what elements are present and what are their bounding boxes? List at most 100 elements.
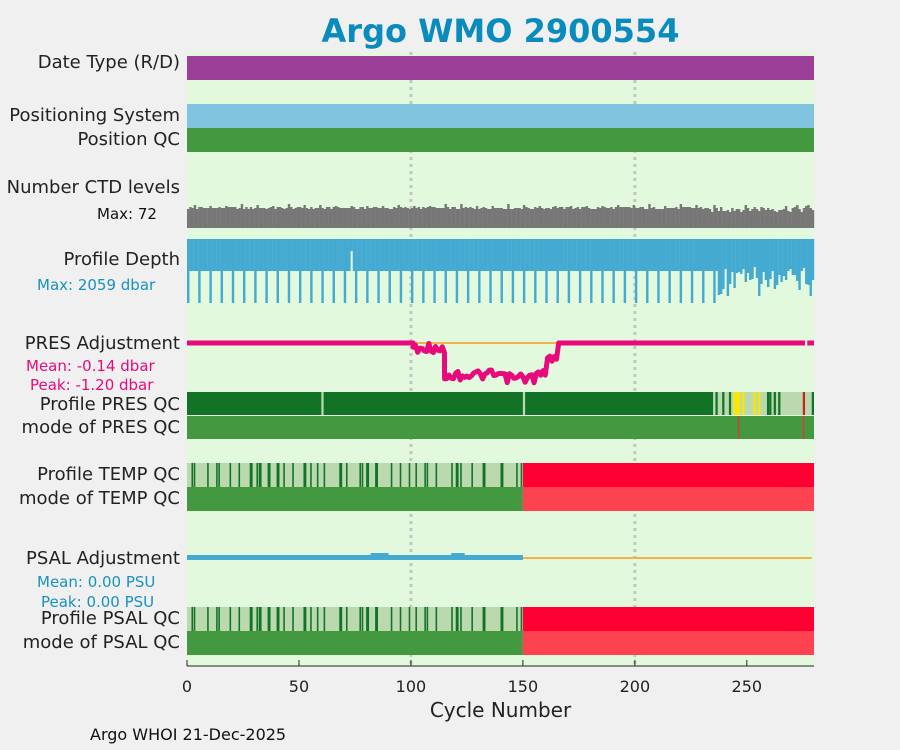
ctd-level-bar (527, 208, 530, 228)
profile-psal-qc-flag (399, 607, 402, 631)
ctd-level-bar (675, 207, 678, 228)
ctd-level-bar (328, 207, 331, 228)
ctd-level-bar (569, 206, 573, 228)
ctd-level-bar (406, 208, 409, 228)
profile-depth-bar (200, 239, 203, 271)
psal-adjustment-line (451, 553, 465, 556)
profile-depth-bar (538, 239, 542, 271)
ctd-level-bar (321, 208, 324, 228)
profile-depth-bar (802, 239, 806, 259)
profile-temp-qc-flag (516, 463, 518, 487)
ctd-level-bar (518, 208, 521, 228)
profile-temp-qc-flag (303, 463, 307, 487)
profile-temp-qc-flag (323, 463, 326, 487)
ctd-level-bar (247, 209, 250, 228)
profile-depth-bar (590, 239, 593, 303)
profile-depth-bar (574, 239, 577, 271)
ctd-level-bar (415, 208, 418, 228)
profile-temp-qc-flag (361, 463, 364, 487)
ctd-level-bar (285, 208, 288, 228)
ctd-level-bar (444, 204, 447, 228)
ctd-level-bar (330, 209, 333, 228)
profile-depth-bar (269, 239, 273, 271)
ctd-level-bar (520, 209, 524, 228)
ctd-level-bar (744, 205, 748, 228)
ctd-level-bar (211, 208, 215, 228)
profile-depth-bar (397, 239, 400, 271)
profile-psal-qc-flag (216, 607, 218, 631)
ctd-level-bar (345, 208, 349, 228)
profile-depth-bar (496, 239, 499, 271)
ctd-level-bar (292, 209, 295, 228)
profile-depth-bar (733, 239, 736, 288)
ctd-level-bar (735, 209, 739, 228)
profile-depth-bar (435, 239, 438, 271)
ctd-level-bar (393, 207, 396, 228)
profile-depth-bar (401, 239, 405, 271)
ctd-level-bar (728, 212, 732, 228)
ctd-level-bar (332, 207, 335, 228)
profile-depth-bar (424, 239, 427, 271)
profile-depth-bar (352, 239, 356, 271)
ctd-level-bar (337, 207, 340, 228)
profile-pres-qc-flag (753, 392, 756, 415)
profile-depth-bar (413, 239, 416, 271)
profile-psal-qc-flag (229, 607, 232, 631)
ctd-level-bar (699, 207, 703, 228)
ctd-level-bar (603, 207, 606, 228)
ctd-level-bar (625, 207, 629, 228)
ctd-level-bar (202, 208, 206, 228)
profile-depth-bar (455, 239, 459, 303)
ctd-level-bar (225, 206, 228, 228)
ctd-level-bar (572, 209, 575, 228)
profile-depth-bar (404, 239, 407, 271)
ctd-level-bar (596, 207, 600, 228)
ctd-level-bar (489, 209, 492, 228)
profile-depth-bar (775, 239, 779, 285)
ctd-level-bar (576, 207, 580, 228)
profile-depth-bar (442, 239, 445, 271)
ctd-level-bar (567, 207, 571, 228)
ctd-level-bar (657, 209, 660, 228)
profile-depth-bar (433, 239, 436, 303)
profile-depth-bar (578, 239, 582, 303)
ctd-level-bar (749, 211, 752, 228)
profile-depth-bar (323, 239, 327, 271)
ctd-level-bar (545, 208, 548, 228)
profile-depth-bar (650, 239, 653, 271)
profile-depth-bar (368, 239, 371, 271)
ctd-level-bar (552, 207, 555, 228)
ctd-level-bar (276, 207, 280, 228)
ctd-level-bar (529, 209, 533, 228)
profile-depth-bar (363, 239, 367, 271)
ctd-level-bar (531, 209, 535, 228)
label-position-qc: Position QC (77, 129, 180, 150)
ctd-max-value: Max: 72 (97, 205, 157, 223)
ctd-level-bar (395, 208, 398, 228)
mode-temp-qc-bar (522, 487, 814, 511)
profile-depth-bar (307, 239, 311, 271)
profile-pres-qc-flag (766, 392, 770, 415)
profile-depth-bar (534, 239, 537, 303)
ctd-level-bar (516, 208, 519, 228)
profile-depth-bar (287, 239, 291, 303)
profile-temp-qc-flag (375, 463, 379, 487)
profile-temp-qc-flag (316, 463, 319, 487)
profile-depth-bar (379, 239, 383, 271)
mode-temp-qc-bar (187, 487, 523, 511)
ctd-level-bar (507, 204, 510, 228)
ctd-level-bar (193, 205, 197, 228)
profile-depth-bar (800, 239, 804, 271)
profile-depth-bar (507, 239, 510, 271)
profile-depth-bar (410, 239, 414, 303)
ctd-level-bar (227, 207, 230, 228)
ctd-level-bar (399, 207, 403, 228)
profile-depth-bar (305, 239, 309, 271)
profile-depth-bar (247, 239, 250, 271)
profile-depth-bar (256, 239, 259, 271)
ctd-level-bar (377, 208, 380, 228)
ctd-level-bar (242, 209, 246, 228)
profile-depth-bar (390, 239, 394, 271)
profile-depth-bar (610, 239, 613, 271)
profile-depth-bar (556, 239, 559, 303)
